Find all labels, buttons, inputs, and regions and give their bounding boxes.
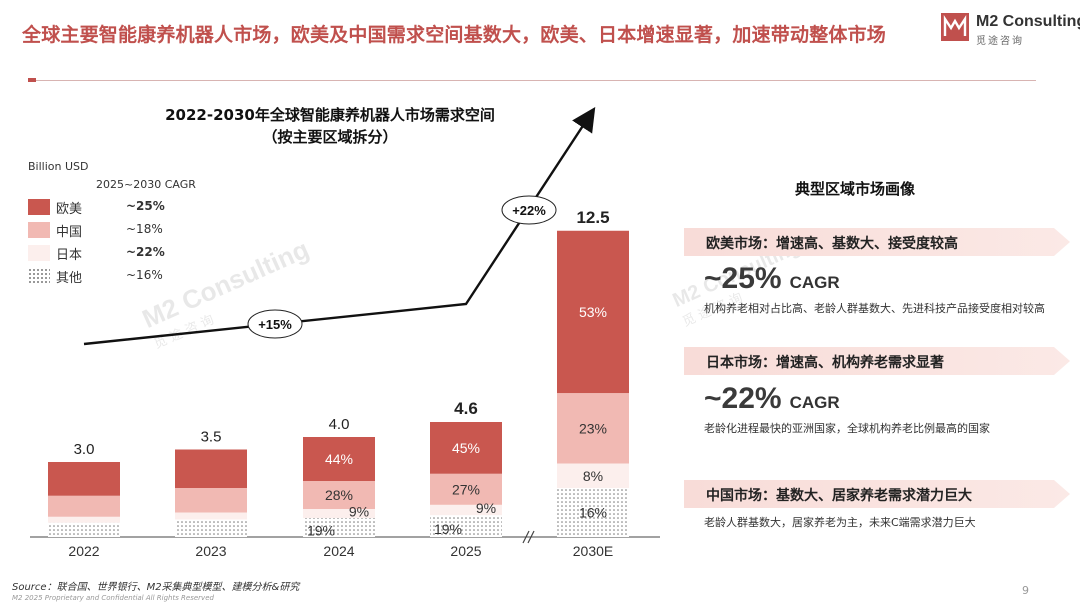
banner-shape [684,347,1070,375]
header-divider-accent [28,78,36,82]
region-banner-text: 欧美市场：增速高、基数大、接受度较高 [706,236,958,252]
bar-segment-label: 53% [579,304,607,320]
chart-title: 2022-2030年全球智能康养机器人市场需求空间 （按主要区域拆分） [130,104,530,148]
logo-subtitle: 觅途咨询 [976,36,1024,47]
legend-cagr: ~16% [126,268,163,282]
region-banner-text: 日本市场：增速高、机构养老需求显著 [706,355,944,371]
bar-segment-2023-0 [175,449,247,488]
bar-total-label: 3.0 [74,441,95,458]
region-banner-eu: 欧美市场：增速高、基数大、接受度较高 [684,228,1070,256]
banner-shape [684,228,1070,256]
banner-shape [684,480,1070,508]
x-tick-label: 2022 [68,543,99,559]
legend-cagr: ~25% [126,199,165,213]
bar-segment-label: 44% [325,451,353,467]
bar-segment-2030E-1 [557,393,629,464]
bar-segment-2022-2 [48,516,120,523]
bar-segment-2023-2 [175,512,247,520]
legend-cagr-header: 2025~2030 CAGR [96,178,196,191]
bar-segment-2023-3 [175,519,247,537]
bar-segment-2022-0 [48,462,120,496]
growth-bubble [247,309,303,339]
bar-segment-label: 23% [579,420,607,436]
legend-swatch [28,245,50,261]
logo-mark-icon [941,13,969,41]
bar-segment-2024-0 [303,437,375,481]
bar-segment-label: 45% [452,440,480,456]
header-divider [36,80,1036,81]
region-cagr-suffix: CAGR [789,273,840,292]
bar-segment-label: 8% [583,468,603,484]
bar-segment-2024-1 [303,481,375,509]
bar-segment-label: 9% [476,500,496,516]
growth-bubble [501,195,557,225]
bar-segment-2024-2 [303,509,375,518]
bar-segment-2030E-0 [557,230,629,394]
legend-name: 欧美 [56,202,83,217]
x-tick-label: 2030E [573,543,613,559]
region-desc-eu: 机构养老相对占比高、老龄人群基数大、先进科技产品接受度相对较高 [704,302,1045,315]
region-cagr-eu: ~25% CAGR [704,262,840,296]
bar-total-label: 4.6 [454,399,478,418]
side-panel-title: 典型区域市场画像 [794,180,915,198]
page-headline: 全球主要智能康养机器人市场，欧美及中国需求空间基数大，欧美、日本增速显著，加速带… [22,24,887,46]
bar-total-label: 12.5 [576,208,609,227]
x-tick-label: 2024 [323,543,354,559]
legend-swatch [28,268,50,284]
region-cagr-value: ~22% [704,382,782,415]
growth-label: +15% [258,317,292,332]
x-tick-label: 2023 [195,543,226,559]
x-tick-label: 2025 [450,543,481,559]
legend-name: 日本 [56,248,83,263]
growth-label: +22% [512,203,546,218]
legend-swatch [28,199,50,215]
growth-trend-arrow [83,106,596,346]
axis-break-mark [527,530,535,544]
legend-name: 中国 [56,225,83,240]
bar-segment-2023-1 [175,488,247,513]
bar-segment-label: 28% [325,487,353,503]
logo-name: M2 Consulting [976,13,1080,30]
region-banner-jp: 日本市场：增速高、机构养老需求显著 [684,347,1070,375]
bar-segment-label: 19% [307,523,335,539]
bar-total-label: 4.0 [329,416,350,433]
bar-total-label: 3.5 [201,429,222,446]
bar-segment-2025-2 [430,504,502,516]
legend-cagr: ~18% [126,222,163,236]
region-cagr-suffix: CAGR [789,393,840,412]
company-logo: M2 Consulting 觅途咨询 [940,10,1080,47]
page-number: 9 [1022,584,1029,597]
legend-swatch [28,222,50,238]
bar-segment-label: 16% [579,505,607,521]
chart-title-line2: （按主要区域拆分） [262,128,398,146]
bar-segment-2030E-2 [557,463,629,488]
bar-segment-label: 27% [452,481,480,497]
region-cagr-value: ~25% [704,262,782,295]
bar-segment-label: 9% [349,504,369,520]
region-cagr-jp: ~22% CAGR [704,382,840,416]
bar-segment-2024-3 [303,518,375,537]
bar-segment-2025-3 [430,515,502,537]
region-banner-text: 中国市场：基数大、居家养老需求潜力巨大 [706,488,972,504]
legend-cagr: ~22% [126,245,165,259]
region-desc-cn: 老龄人群基数大，居家养老为主，未来C端需求潜力巨大 [704,516,976,529]
region-banner-cn: 中国市场：基数大、居家养老需求潜力巨大 [684,480,1070,508]
axis-break-mark [522,530,530,544]
chart-unit-label: Billion USD [28,160,89,173]
legend-name: 其他 [56,271,83,286]
bar-segment-2022-1 [48,495,120,517]
region-desc-jp: 老龄化进程最快的亚洲国家，全球机构养老比例最高的国家 [704,422,990,435]
bar-segment-2025-1 [430,473,502,505]
copyright-footer: M2 2025 Proprietary and Confidential All… [12,594,214,602]
bar-segment-2025-0 [430,422,502,474]
bar-segment-label: 19% [434,521,462,537]
bar-segment-2030E-3 [557,488,629,537]
stacked-bar-chart: 3.020223.5202319%9%28%44%4.0202419%9%27%… [30,106,660,559]
chart-title-line1: 2022-2030年全球智能康养机器人市场需求空间 [165,106,495,124]
bar-segment-2022-3 [48,522,120,537]
source-note: Source：联合国、世界银行、M2采集典型模型、建模分析&研究 [12,582,300,593]
